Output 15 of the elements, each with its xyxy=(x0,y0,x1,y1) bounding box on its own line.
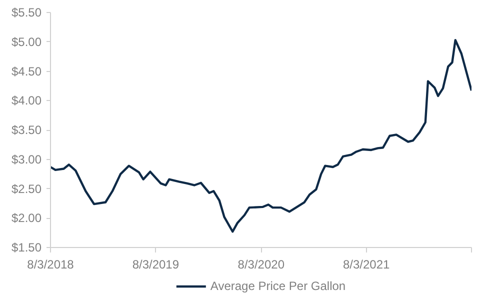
x-tick-label: 8/3/2020 xyxy=(238,258,285,272)
line-series xyxy=(50,39,472,233)
x-tick-label: 8/3/2018 xyxy=(27,258,74,272)
y-tick-label: $4.00 xyxy=(11,94,42,108)
y-tick-label: $2.50 xyxy=(11,182,42,196)
y-tick-label: $3.00 xyxy=(11,152,42,166)
y-tick-label: $5.00 xyxy=(11,34,42,49)
legend-label: Average Price Per Gallon xyxy=(210,279,346,293)
y-tick-label: $1.50 xyxy=(11,240,42,254)
y-tick-label: $3.50 xyxy=(11,123,42,137)
x-tick-label: 8/3/2019 xyxy=(132,258,180,272)
x-tick-label: 8/3/2021 xyxy=(342,258,390,272)
y-tick-label: $4.50 xyxy=(11,64,42,78)
y-tick-label: $2.00 xyxy=(11,211,42,226)
y-tick-label: $5.50 xyxy=(11,6,42,20)
